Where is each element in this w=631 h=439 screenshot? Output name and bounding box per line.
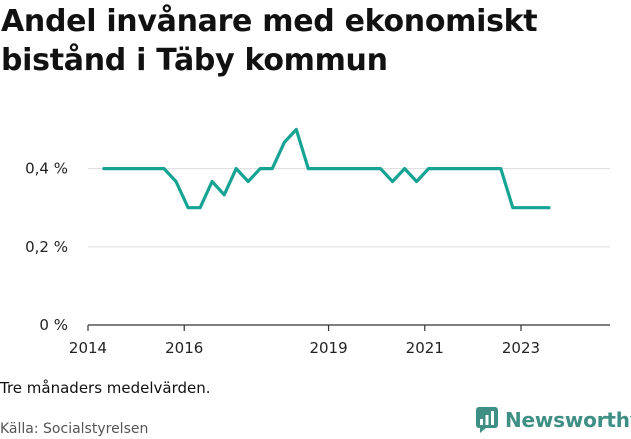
data-point [318,167,322,171]
brand-name: Newsworthy [505,408,631,432]
data-point [246,180,250,183]
data-point [306,167,310,171]
data-point [186,206,190,210]
data-point [343,167,346,171]
chart-title: Andel invånare med ekonomiskt bistånd i … [1,4,538,78]
data-point [547,206,551,210]
data-point [523,206,527,210]
y-tick-label: 0,4 % [25,160,68,178]
data-point [222,193,226,197]
x-tick-label: 2021 [406,339,444,357]
data-point [451,167,455,171]
data-point [475,167,479,171]
data-point [367,167,370,171]
data-point [294,128,298,131]
data-point [102,167,106,171]
data-point [403,167,406,171]
data-point [198,206,202,210]
y-axis-ticks: 0 % 0,2 % 0,4 % [25,160,68,334]
data-point [282,141,286,144]
x-tick-label: 2016 [165,339,203,357]
data-point [439,167,443,171]
x-axis: 2014 2016 2019 2021 2023 [69,324,610,357]
series-line [102,127,551,210]
data-point [535,206,539,210]
data-point [114,167,118,171]
data-point [487,167,491,171]
data-point [138,167,142,171]
data-point [463,167,467,171]
data-point [427,167,431,171]
chart-note: Tre månaders medelvärden. [0,379,211,397]
data-point [331,167,334,171]
source-credit: Källa: Socialstyrelsen [0,421,149,437]
data-point [126,167,130,171]
y-tick-label: 0,2 % [25,238,68,256]
data-point [355,167,358,171]
data-point [258,167,262,171]
data-point [162,167,166,171]
data-point [174,180,178,183]
x-tick-label: 2014 [69,339,107,357]
data-point [210,180,214,183]
data-point [511,206,515,210]
data-point [391,180,394,183]
data-point [379,167,382,171]
data-point [415,180,418,183]
data-point [150,167,154,171]
y-tick-label: 0 % [39,316,68,334]
x-tick-label: 2019 [309,339,347,357]
series-layer [102,127,551,210]
data-point [499,167,503,171]
data-point [270,167,274,171]
bar-chart-speech-bubble-icon [476,407,498,433]
brand-logo[interactable]: Newsworthy [476,407,631,433]
data-point [234,167,238,171]
x-tick-label: 2023 [502,339,540,357]
